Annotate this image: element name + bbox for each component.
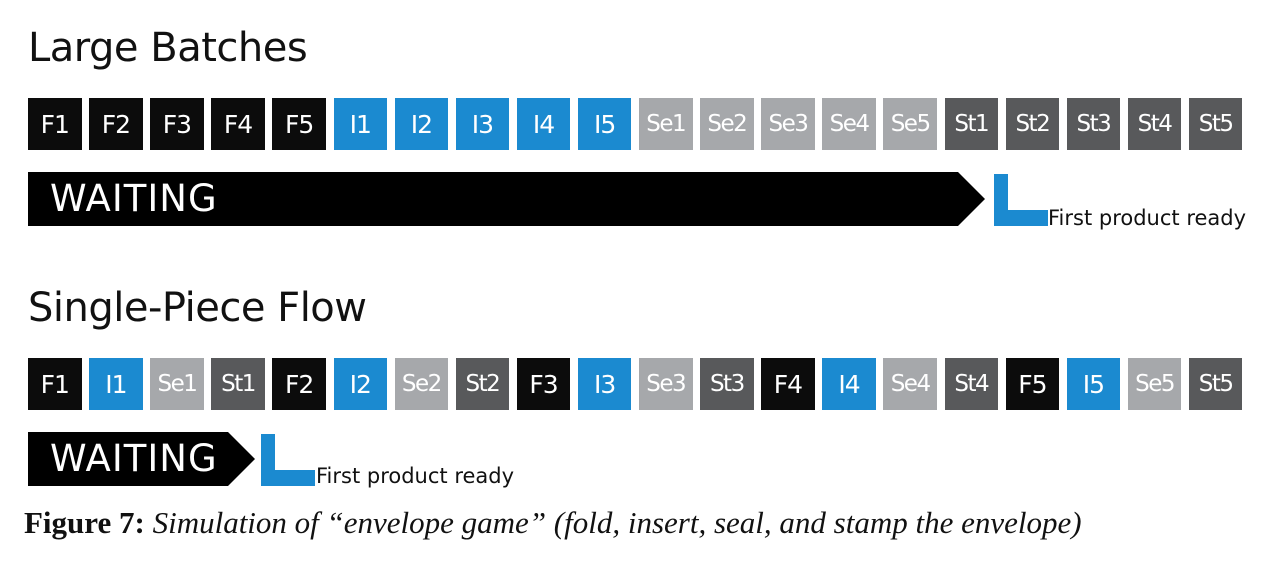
large-batches-step-f5: F5 <box>272 98 326 150</box>
single-piece-flow-step-st3: St3 <box>700 358 754 410</box>
figure-label: Figure 7: <box>24 505 145 540</box>
single-piece-flow-step-f2: F2 <box>272 358 326 410</box>
single-piece-flow-step-i2: I2 <box>333 358 387 410</box>
single-piece-flow-step-se5: Se5 <box>1127 358 1182 410</box>
large-batches-step-se1: Se1 <box>639 98 693 150</box>
single-piece-flow-step-se3: Se3 <box>639 358 693 410</box>
large-batches-step-se2: Se2 <box>700 98 754 150</box>
single-piece-flow-step-se1: Se1 <box>150 358 204 410</box>
large-batches-step-st2: St2 <box>1005 98 1060 150</box>
single-piece-flow-step-f3: F3 <box>516 358 571 410</box>
single-piece-flow-step-f1: F1 <box>28 358 82 410</box>
large-batches-step-i5: I5 <box>577 98 632 150</box>
large-batches-ready-label: First product ready <box>1048 206 1247 230</box>
single-piece-flow-title: Single-Piece Flow <box>28 285 367 331</box>
large-batches-step-st1: St1 <box>944 98 998 150</box>
large-batches-step-st4: St4 <box>1127 98 1182 150</box>
single-piece-flow-step-st5: St5 <box>1188 358 1243 410</box>
large-batches-title: Large Batches <box>28 25 308 71</box>
large-batches-step-st5: St5 <box>1188 98 1243 150</box>
large-batches-step-row: F1 F2 F3 F4 F5 I1 I2 I3 I4 I5 Se1 Se2 Se3 Se4 Se5 St1 St… <box>28 98 1243 150</box>
single-piece-flow-step-f4: F4 <box>761 358 815 410</box>
large-batches-waiting-arrow <box>28 172 985 226</box>
single-piece-flow-step-st1: St1 <box>211 358 265 410</box>
single-piece-flow-step-st4: St4 <box>944 358 998 410</box>
large-batches-step-f4: F4 <box>211 98 265 150</box>
figure-caption: Figure 7: Simulation of “envelope game” … <box>24 507 1082 538</box>
single-piece-flow-step-se2: Se2 <box>394 358 449 410</box>
large-batches-step-f1: F1 <box>28 98 82 150</box>
single-piece-flow-step-i4: I4 <box>822 358 876 410</box>
single-piece-flow-waiting-arrow <box>28 432 255 486</box>
large-batches-step-se3: Se3 <box>761 98 815 150</box>
large-batches-step-se4: Se4 <box>822 98 876 150</box>
single-piece-flow-step-f5: F5 <box>1005 358 1060 410</box>
large-batches-step-f2: F2 <box>89 98 143 150</box>
single-piece-flow-step-se4: Se4 <box>883 358 937 410</box>
single-piece-flow-step-st2: St2 <box>455 358 510 410</box>
large-batches-step-i2: I2 <box>394 98 449 150</box>
figure-caption-text: Simulation of “envelope game” (fold, ins… <box>144 505 1082 540</box>
single-piece-flow-step-i1: I1 <box>89 358 143 410</box>
large-batches-step-i1: I1 <box>333 98 387 150</box>
single-piece-flow-step-i5: I5 <box>1066 358 1121 410</box>
large-batches-step-i4: I4 <box>516 98 571 150</box>
single-piece-flow-ready-label: First product ready <box>316 464 515 488</box>
large-batches-step-st3: St3 <box>1066 98 1121 150</box>
single-piece-flow-step-row: F1 I1 Se1 St1 F2 I2 Se2 St2 F3 I3 Se3 St3 F4 I4 Se4 St4… <box>28 358 1243 410</box>
large-batches-step-f3: F3 <box>150 98 204 150</box>
single-piece-flow-step-i3: I3 <box>577 358 632 410</box>
large-batches-step-i3: I3 <box>455 98 510 150</box>
single-piece-flow-ready-marker-icon <box>261 434 315 486</box>
large-batches-step-se5: Se5 <box>883 98 937 150</box>
large-batches-waiting-label: WAITING <box>50 177 218 220</box>
single-piece-flow-waiting-label: WAITING <box>50 437 218 480</box>
large-batches-ready-marker-icon <box>994 174 1048 226</box>
